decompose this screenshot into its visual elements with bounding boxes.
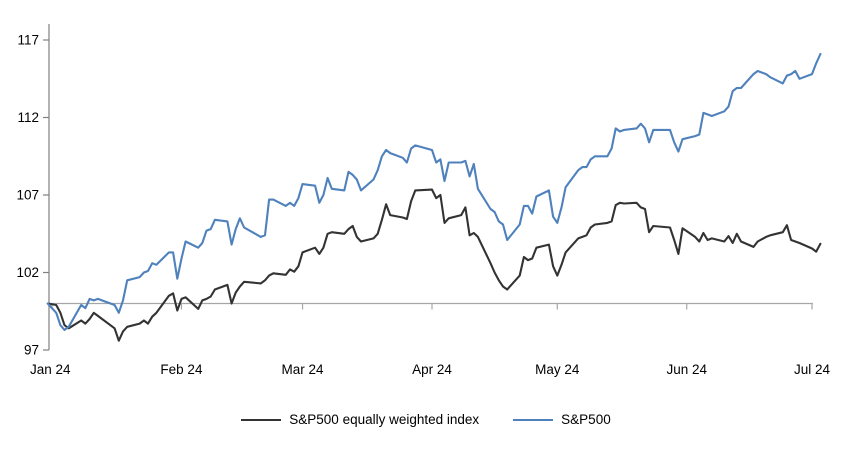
legend-item-sp500: S&P500 — [513, 412, 611, 427]
x-tick-label: May 24 — [535, 362, 580, 377]
x-tick-label: Mar 24 — [282, 362, 325, 377]
series-line-equal-weight — [46, 188, 822, 342]
y-tick-label: 97 — [24, 343, 39, 358]
x-axis: Jan 24 Feb 24 Mar 24 Apr 24 May 24 Jun 24 Jul … — [30, 303, 831, 377]
x-tick-label: Jan 24 — [30, 362, 71, 377]
equal-weight-line-swatch — [241, 418, 282, 421]
series-line-sp500 — [46, 52, 822, 331]
legend-item-equal-weight: S&P500 equally weighted index — [241, 412, 479, 427]
sp500-line-swatch — [513, 418, 554, 421]
y-tick-label: 102 — [16, 265, 39, 280]
y-tick-label: 112 — [17, 110, 39, 125]
y-tick-label: 117 — [17, 33, 39, 48]
legend: S&P500 equally weighted index S&P500 — [0, 412, 852, 427]
x-tick-label: Feb 24 — [160, 362, 203, 377]
legend-label-equal-weight: S&P500 equally weighted index — [289, 412, 480, 427]
plot-area: Jan 24 Feb 24 Mar 24 Apr 24 May 24 Jun 24 Jul … — [16, 24, 831, 377]
x-tick-label: Jun 24 — [666, 362, 707, 377]
legend-label-sp500: S&P500 — [561, 412, 611, 427]
y-tick-label: 107 — [16, 188, 39, 203]
x-tick-label: Jul 24 — [794, 362, 831, 377]
y-axis: 97 102 107 112 117 — [16, 24, 50, 358]
x-tick-label: Apr 24 — [412, 362, 452, 377]
